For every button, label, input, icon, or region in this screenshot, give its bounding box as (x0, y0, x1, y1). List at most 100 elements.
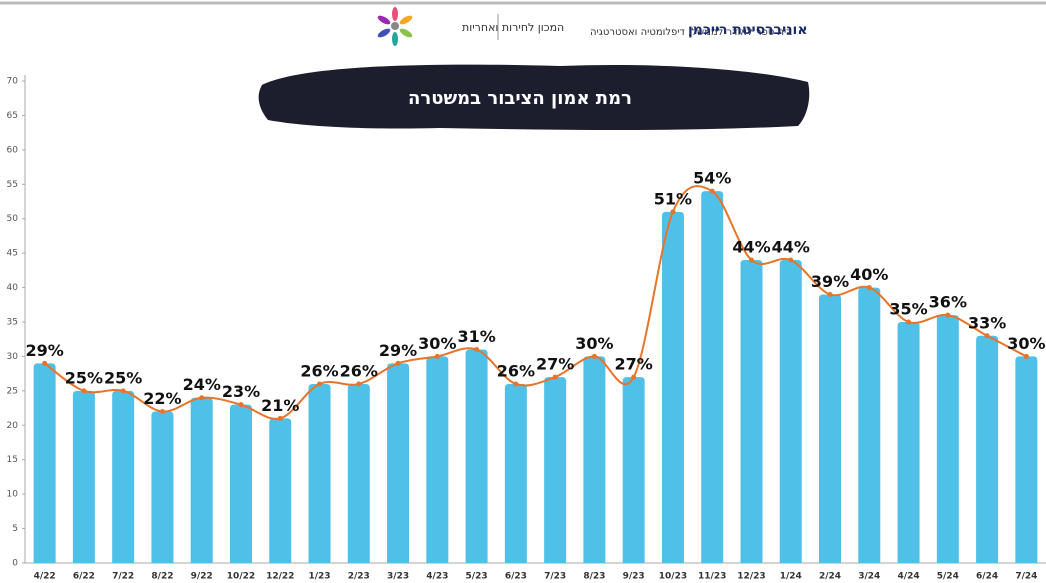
line-point (591, 353, 597, 359)
x-tick-label: 10/22 (227, 572, 255, 582)
bar (387, 363, 410, 563)
line-point (1023, 353, 1029, 359)
x-tick-label: 2/23 (348, 572, 370, 582)
line-point (866, 285, 872, 291)
y-tick-label: 70 (7, 77, 19, 87)
value-label: 26% (300, 361, 338, 380)
y-tick-label: 25 (7, 386, 18, 396)
line-point (827, 291, 833, 297)
institute-name: המכון לחירות ואחריות (462, 21, 564, 34)
bar (976, 335, 999, 563)
value-label: 29% (379, 341, 417, 360)
y-tick-label: 10 (7, 490, 19, 500)
x-tick-label: 4/23 (426, 572, 448, 582)
bar (544, 377, 567, 563)
y-tick-label: 5 (12, 524, 18, 534)
y-tick-label: 55 (7, 180, 18, 190)
y-tick-label: 30 (7, 352, 19, 362)
line-point (709, 188, 715, 194)
line-point (513, 381, 519, 387)
line-point (945, 312, 951, 318)
x-tick-label: 3/24 (858, 572, 880, 582)
y-tick-label: 20 (7, 421, 19, 431)
x-tick-label: 2/24 (819, 572, 841, 582)
value-label: 23% (222, 382, 260, 401)
x-tick-label: 11/23 (698, 572, 726, 582)
bar (465, 349, 488, 563)
value-label: 25% (104, 368, 142, 387)
value-label: 44% (732, 238, 770, 257)
x-tick-label: 4/24 (898, 572, 920, 582)
x-tick-label: 6/24 (976, 572, 998, 582)
x-tick-label: 12/22 (266, 572, 294, 582)
bar (661, 211, 684, 564)
x-tick-label: 5/24 (937, 572, 959, 582)
y-tick-label: 50 (7, 214, 19, 224)
x-tick-label: 7/22 (112, 572, 134, 582)
bar (701, 191, 724, 563)
x-tick-label: 6/22 (73, 572, 95, 582)
line-point (42, 360, 48, 366)
bar (112, 390, 135, 563)
x-tick-label: 3/23 (387, 572, 409, 582)
line-point (906, 319, 912, 325)
bar (229, 404, 252, 563)
x-tick-label: 1/24 (780, 572, 802, 582)
line-point (984, 333, 990, 339)
value-label: 26% (340, 361, 378, 380)
line-point (631, 374, 637, 380)
line-point (474, 347, 480, 353)
value-label: 27% (615, 355, 653, 374)
line-point (317, 381, 323, 387)
y-tick-label: 35 (7, 318, 18, 328)
x-tick-label: 7/24 (1015, 572, 1037, 582)
bar (426, 356, 449, 563)
value-label: 30% (418, 334, 456, 353)
value-label: 54% (693, 169, 731, 188)
value-label: 36% (929, 293, 967, 312)
bar (936, 315, 959, 563)
value-label: 44% (772, 238, 810, 257)
x-tick-label: 9/23 (623, 572, 645, 582)
value-label: 30% (575, 334, 613, 353)
school-name: בית ספר לאודר לממשל, דיפלומטיה ואסטרטגיה (590, 27, 792, 38)
value-label: 39% (811, 272, 849, 291)
bar (897, 322, 920, 563)
value-label: 21% (261, 396, 299, 415)
bar (72, 390, 95, 563)
value-label: 33% (968, 313, 1006, 332)
bar (308, 383, 331, 563)
bar (858, 287, 881, 563)
y-tick-label: 40 (7, 283, 19, 293)
line-point (788, 257, 794, 263)
x-tick-label: 6/23 (505, 572, 527, 582)
x-tick-label: 4/22 (34, 572, 56, 582)
y-tick-label: 65 (7, 111, 18, 121)
y-tick-label: 45 (7, 249, 18, 259)
value-label: 22% (143, 389, 181, 408)
flower-logo (377, 7, 413, 46)
line-point (159, 409, 165, 415)
line-point (356, 381, 362, 387)
value-label: 24% (183, 375, 221, 394)
y-tick-label: 15 (7, 455, 18, 465)
x-tick-label: 9/22 (191, 572, 213, 582)
bar (269, 418, 292, 563)
bar (779, 260, 802, 563)
x-tick-label: 8/22 (151, 572, 173, 582)
value-label: 27% (536, 355, 574, 374)
line-point (199, 395, 205, 401)
value-label: 25% (65, 368, 103, 387)
bar (151, 411, 174, 563)
title-brush (258, 64, 810, 130)
bar (740, 260, 763, 563)
bar (819, 294, 842, 563)
line-point (395, 360, 401, 366)
value-label: 35% (889, 300, 927, 319)
line-point (238, 402, 244, 408)
bar (583, 356, 606, 563)
value-label: 30% (1007, 334, 1045, 353)
bar (622, 377, 645, 563)
line-point (81, 388, 87, 394)
chart-title: רמת אמון הציבור במשטרה (408, 88, 632, 109)
